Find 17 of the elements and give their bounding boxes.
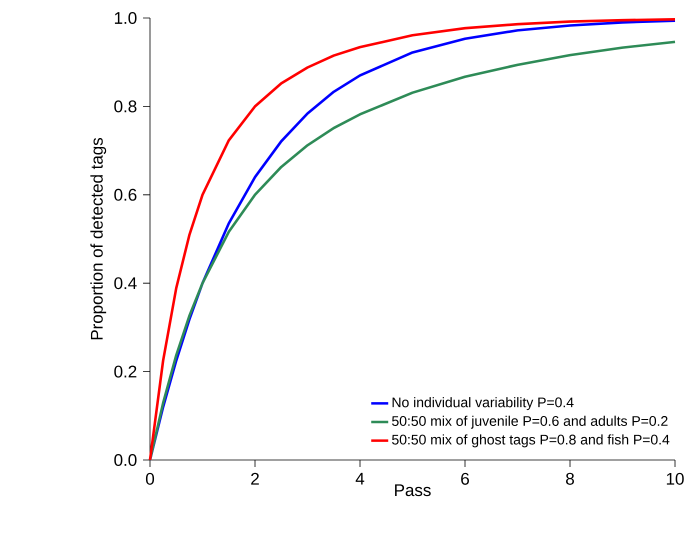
y-tick-label: 0.0	[114, 454, 137, 466]
x-tick-label: 2	[251, 472, 259, 485]
y-tick-label: 1.0	[114, 12, 137, 24]
legend-label: 50:50 mix of juvenile P=0.6 and adults P=0.2	[392, 416, 668, 429]
x-tick-label: 10	[666, 472, 684, 485]
y-tick-label: 0.8	[114, 100, 136, 112]
x-tick-label: 6	[461, 472, 469, 485]
legend-label: No individual variability P=0.4	[392, 397, 574, 410]
y-tick-label: 0.6	[114, 188, 136, 201]
x-tick-label: 0	[146, 472, 154, 485]
x-tick-label: 8	[566, 472, 574, 485]
x-axis-title: Pass	[395, 484, 431, 496]
x-tick-label: 4	[356, 472, 364, 484]
legend-label: 50:50 mix of ghost tags P=0.8 and fish P=0.4	[392, 434, 670, 448]
y-tick-label: 0.4	[114, 277, 137, 290]
y-axis-title: Proportion of detected tags	[90, 138, 106, 340]
y-tick-label: 0.2	[114, 366, 136, 378]
